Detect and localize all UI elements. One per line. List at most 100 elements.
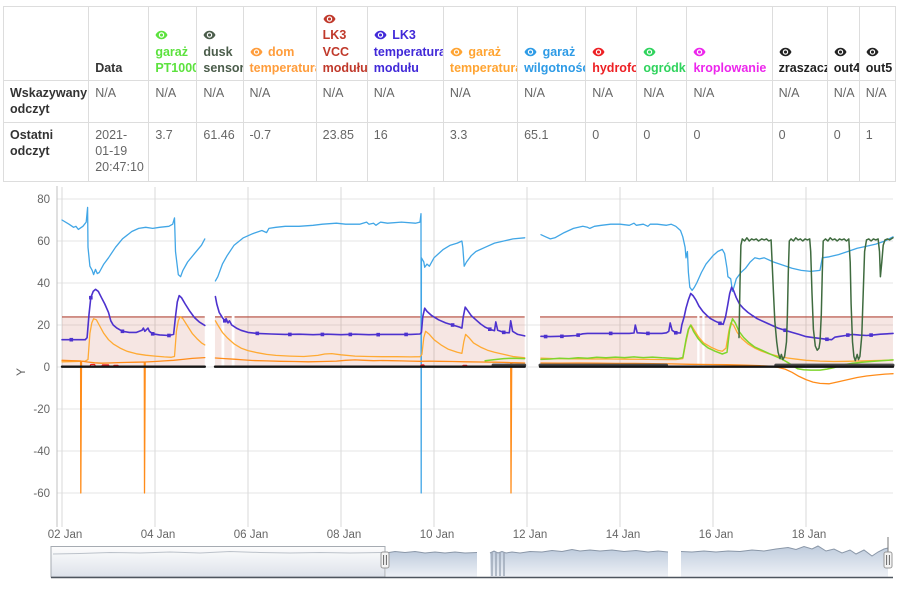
column-label: garaż temperatura	[449, 44, 518, 75]
column-header-dusk-sensor[interactable]: dusk sensor	[196, 6, 244, 81]
eye-icon	[866, 47, 879, 56]
indicated-value-cell: N/A	[242, 80, 317, 123]
last-value-cell: 0	[585, 121, 638, 182]
indicated-value-cell: N/A	[585, 80, 638, 123]
x-tick-label: 02 Jan	[48, 529, 83, 541]
column-header-lk3-temperatura-modu-u[interactable]: LK3 temperatura modułu	[366, 6, 444, 81]
indicated-value-cell: N/A	[771, 80, 828, 123]
x-tick-label: 16 Jan	[699, 529, 734, 541]
y-axis-title: Y	[14, 368, 28, 376]
column-header-dom-temperatura[interactable]: dom temperatura	[242, 6, 317, 81]
corner-cell	[2, 6, 90, 81]
sensor-readings-table: Data garaż PT1000 dusk sensor dom temper…	[2, 6, 897, 182]
x-tick-label: 04 Jan	[141, 529, 176, 541]
column-header-out5[interactable]: out5	[858, 6, 897, 81]
y-tick-label: -40	[33, 446, 50, 458]
series-gara-wilgotno	[61, 206, 894, 494]
y-tick-label: -60	[33, 488, 50, 500]
plot-area[interactable]	[57, 186, 893, 527]
eye-icon	[450, 47, 463, 56]
column-label: out4	[833, 60, 860, 75]
indicated-value-cell: N/A	[88, 80, 150, 123]
eye-icon	[203, 30, 216, 40]
last-value-cell: 0	[636, 121, 688, 182]
indicated-value-cell: N/A	[366, 80, 444, 123]
navigator-series-area	[681, 546, 888, 577]
column-label: dusk sensor	[203, 44, 243, 75]
column-label: hydrofor	[592, 60, 636, 75]
x-tick-label: 06 Jan	[234, 529, 269, 541]
row-label-last: Ostatni odczyt	[2, 121, 90, 182]
column-header-kroplowanie[interactable]: kroplowanie	[686, 6, 773, 81]
row-label-indicated: Wskazywany odczyt	[2, 80, 90, 123]
y-tick-label: 60	[37, 236, 50, 248]
indicated-value-cell: N/A	[442, 80, 519, 123]
navigator-mask[interactable]	[50, 546, 386, 578]
indicated-value-cell: N/A	[315, 80, 368, 123]
last-value-cell: -0.7	[242, 121, 317, 182]
y-tick-label: 0	[44, 362, 50, 374]
x-tick-label: 12 Jan	[513, 529, 548, 541]
series-gara-temperatura	[61, 315, 894, 363]
column-label: LK3 temperatura modułu	[373, 28, 444, 75]
last-value-cell: 0	[771, 121, 828, 182]
column-label: out5	[865, 60, 893, 75]
x-tick-label: 08 Jan	[327, 529, 362, 541]
last-value-cell: 1	[858, 121, 897, 182]
eye-icon	[834, 47, 847, 56]
indicated-value-cell: N/A	[826, 80, 860, 123]
table-header-row: Data garaż PT1000 dusk sensor dom temper…	[2, 6, 897, 81]
last-value-cell: 3.3	[442, 121, 519, 182]
last-value-cell: 0	[686, 121, 773, 182]
navigator[interactable]	[50, 537, 893, 579]
column-header-out4[interactable]: out4	[826, 6, 860, 81]
navigator-series-line	[680, 545, 889, 557]
y-tick-label: -20	[33, 404, 50, 416]
last-reading-row: Ostatni odczyt 2021-01-19 20:47:10 3.7 61.…	[2, 121, 897, 182]
column-label: ogródki	[643, 60, 687, 75]
navigator-series-area	[386, 551, 477, 577]
eye-icon	[693, 47, 706, 56]
column-header-ogr-dki[interactable]: ogródki	[636, 6, 688, 81]
column-label: garaż PT1000	[155, 44, 197, 75]
last-value-cell: 2021-01-19 20:47:10	[88, 121, 150, 182]
last-value-cell: 16	[366, 121, 444, 182]
series-dusk-sensor	[738, 237, 894, 362]
eye-icon	[323, 14, 336, 24]
column-header-gara-wilgotno[interactable]: garaż wilgotność	[517, 6, 587, 81]
x-tick-label: 18 Jan	[792, 529, 827, 541]
last-value-cell: 0	[826, 121, 860, 182]
eye-icon	[374, 30, 387, 40]
indicated-value-cell: N/A	[636, 80, 688, 123]
column-header-gara-pt1000[interactable]: garaż PT1000	[148, 6, 198, 81]
last-value-cell: 3.7	[148, 121, 198, 182]
column-header-data[interactable]: Data	[88, 6, 150, 81]
y-tick-label: 80	[37, 194, 50, 206]
column-header-zraszacze[interactable]: zraszacze	[771, 6, 828, 81]
navigator-series-area	[490, 549, 668, 577]
column-label: LK3 VCC modułu	[322, 28, 368, 75]
readings-table-wrap: Data garaż PT1000 dusk sensor dom temper…	[0, 0, 899, 182]
x-tick-label: 10 Jan	[420, 529, 455, 541]
navigator-handle-left[interactable]	[380, 551, 390, 569]
indicated-reading-row: Wskazywany odczyt N/A N/A N/A N/A N/A N/A N/A N…	[2, 80, 897, 123]
eye-icon	[250, 47, 262, 56]
column-header-hydrofor[interactable]: hydrofor	[585, 6, 638, 81]
indicated-value-cell: N/A	[858, 80, 897, 123]
column-header-lk3-vcc-modu-u[interactable]: LK3 VCC modułu	[315, 6, 368, 81]
indicated-value-cell: N/A	[517, 80, 587, 123]
column-label: garaż wilgotność	[524, 44, 586, 75]
indicated-value-cell: N/A	[148, 80, 198, 123]
navigator-handle-right[interactable]	[883, 551, 893, 569]
column-header-gara-temperatura[interactable]: garaż temperatura	[442, 6, 519, 81]
y-tick-label: 20	[37, 320, 50, 332]
eye-icon	[779, 47, 792, 56]
indicated-value-cell: N/A	[686, 80, 773, 123]
indicated-value-cell: N/A	[196, 80, 244, 123]
last-value-cell: 23.85	[315, 121, 368, 182]
column-label: zraszacze	[778, 60, 827, 75]
series-lk3-temperatura-modu-u	[61, 286, 894, 342]
navigator-mask-wave	[52, 550, 384, 555]
